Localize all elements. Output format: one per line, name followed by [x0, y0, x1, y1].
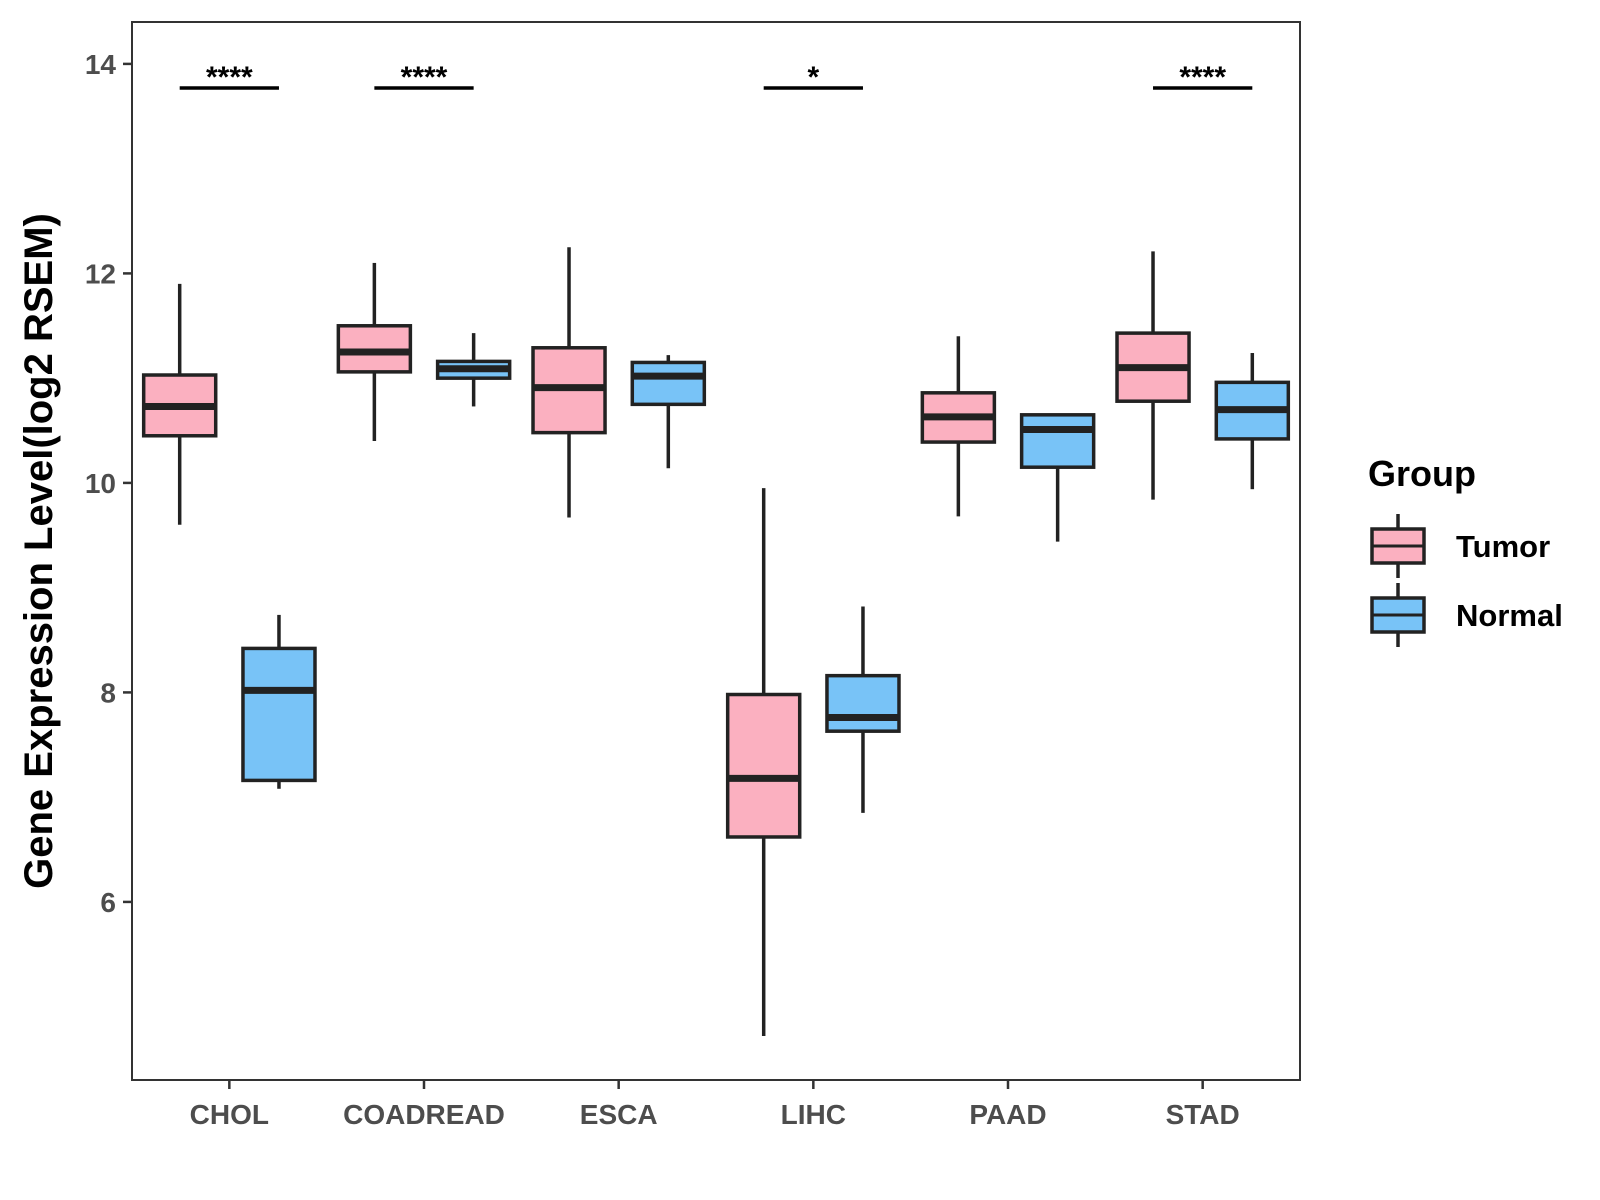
box-group [141, 247, 1291, 1037]
significance-label-stad: **** [1179, 61, 1226, 94]
y-tick-label: 6 [100, 887, 116, 918]
x-tick-label-esca: ESCA [580, 1099, 658, 1130]
legend-label-normal: Normal [1456, 598, 1563, 633]
box-tumor-paad [920, 336, 997, 517]
box-body [630, 360, 707, 407]
significance-label-coadread: **** [401, 61, 448, 94]
legend-label-tumor: Tumor [1456, 529, 1550, 564]
y-axis: 6 8 10 12 14 [85, 49, 132, 918]
box-tumor-lihc [725, 488, 802, 1037]
box-body [241, 646, 317, 783]
significance-label-chol: **** [206, 61, 253, 94]
legend-item-normal: Normal [1370, 583, 1563, 647]
significance-annotations: **** **** * **** [179, 61, 1253, 94]
x-tick-label-coadread: COADREAD [343, 1099, 505, 1130]
x-axis: CHOL COADREAD ESCA LIHC PAAD STAD [190, 1080, 1240, 1130]
plot-panel [131, 21, 1301, 1081]
box-tumor-esca [531, 247, 607, 518]
box-tumor-coadread [336, 262, 413, 442]
box-normal-esca [630, 355, 707, 469]
x-tick-label-lihc: LIHC [781, 1099, 846, 1130]
y-axis-title: Gene Expression Level(log2 RSEM) [17, 213, 61, 889]
y-tick-label: 8 [100, 677, 116, 708]
legend-item-tumor: Tumor [1370, 514, 1550, 578]
box-normal-lihc [825, 606, 901, 813]
box-normal-paad [1019, 413, 1096, 542]
x-tick-label-stad: STAD [1166, 1099, 1240, 1130]
y-tick-label: 10 [85, 468, 116, 499]
y-tick-label: 14 [85, 49, 117, 80]
significance-label-lihc: * [807, 61, 819, 94]
box-body [1019, 413, 1096, 469]
x-tick-label-chol: CHOL [190, 1099, 269, 1130]
y-tick-label: 12 [85, 258, 116, 289]
box-tumor-chol [141, 283, 218, 525]
box-body [725, 692, 802, 839]
legend: Group Tumor Normal [1368, 453, 1563, 647]
box-normal-coadread [435, 333, 512, 407]
box-body [825, 673, 901, 733]
box-tumor-stad [1115, 251, 1191, 500]
x-tick-label-paad: PAAD [969, 1099, 1046, 1130]
legend-title: Group [1368, 453, 1476, 494]
box-normal-chol [241, 614, 317, 789]
box-normal-stad [1214, 353, 1291, 490]
